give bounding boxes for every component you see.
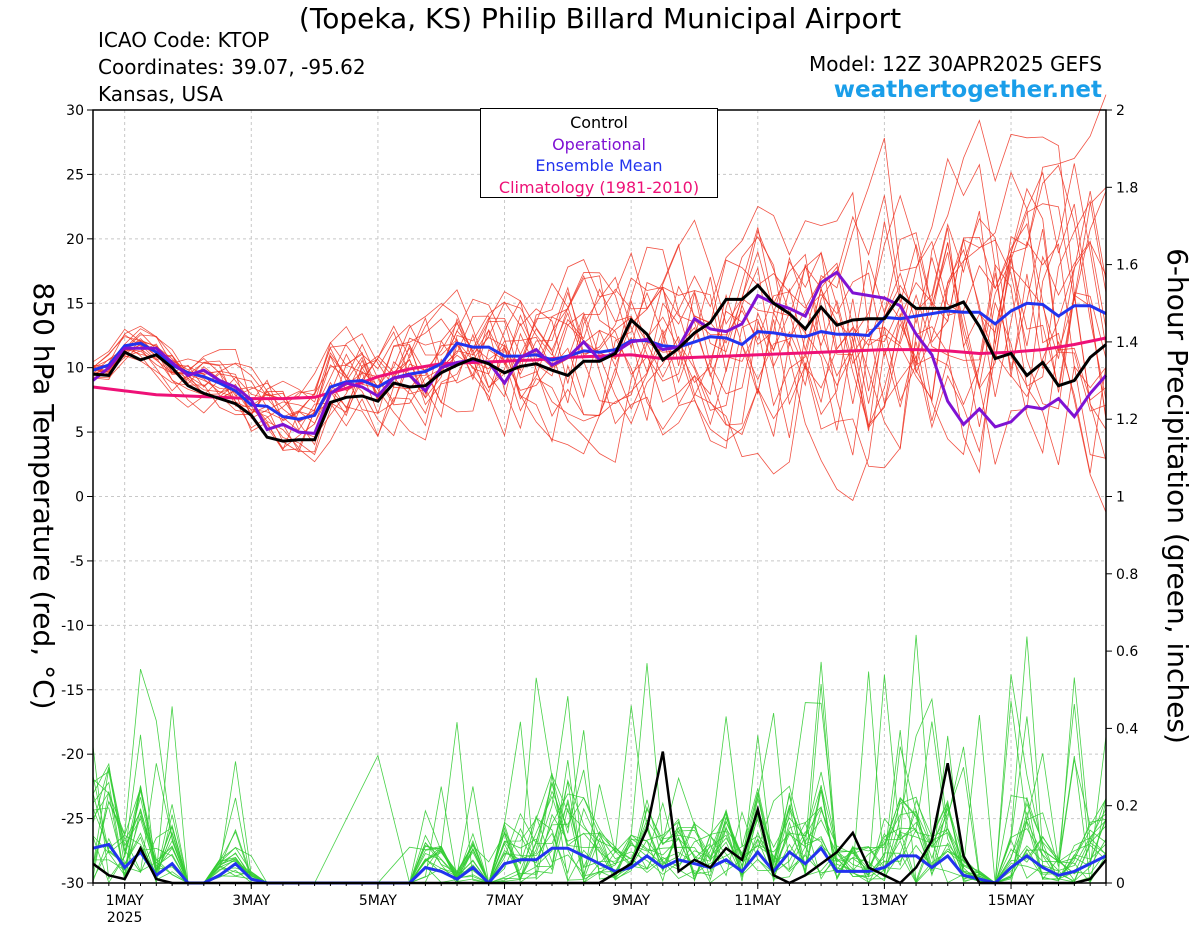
right-tick-label: 0.8 [1116,567,1138,583]
x-tick-label: 1MAY [106,893,144,909]
ensemble-temp-member [92,187,1107,422]
model-label: Model: 12Z 30APR2025 GEFS [809,52,1102,76]
left-tick-label: 10 [66,361,84,377]
right-tick-label: 1.2 [1116,412,1138,428]
left-tick-label: 25 [66,167,84,183]
ensemble-precip-member [92,663,1107,884]
ensemble-temp-member [92,191,1107,469]
ensemble-temp-member [92,222,1107,463]
region: Kansas, USA [98,82,223,106]
left-tick-label: 15 [66,296,84,312]
left-tick-label: -25 [61,812,84,828]
ensemble-precip-member [92,714,1107,884]
precip-ensemble-mean-line [92,842,1107,886]
ensemble-precip-member [92,634,1107,884]
right-tick-label: 0.6 [1116,644,1138,660]
left-tick-label: 20 [66,232,84,248]
ensemble-precip-member [92,636,1107,885]
ensemble-temp-member [92,163,1107,465]
right-tick-label: 1.6 [1116,258,1138,274]
legend: Control Operational Ensemble Mean Climat… [480,108,718,198]
right-tick-label: 0 [1116,876,1125,892]
x-tick-label: 9MAY [612,893,650,909]
right-axis-label: 6-hour Precipitation (green, inches) [1161,248,1194,744]
ensemble-temp-member [92,199,1107,502]
right-tick-label: 1.8 [1116,180,1138,196]
ensemble-temp-member [92,157,1107,426]
coordinates: Coordinates: 39.07, -95.62 [98,55,366,79]
x-tick-label: 7MAY [486,893,524,909]
legend-operational: Operational [552,134,646,154]
x-tick-label: 11MAY [734,893,781,909]
left-tick-label: -30 [61,876,84,892]
left-tick-label: -10 [61,618,84,634]
left-tick-label: 0 [75,490,84,506]
icao-code: ICAO Code: KTOP [98,28,270,52]
axes: -30-25-20-15-10-505101520253000.20.40.60… [61,103,1138,926]
left-tick-label: -5 [70,554,84,570]
legend-control: Control [570,113,628,132]
legend-ensemble-mean: Ensemble Mean [535,156,663,175]
x-tick-label: 3MAY [232,893,270,909]
legend-climatology: Climatology (1981-2010) [498,177,700,197]
x-tick-year: 2025 [107,910,143,926]
climatology-line [92,336,1107,401]
x-tick-label: 15MAY [988,893,1035,909]
right-tick-label: 1 [1116,490,1125,506]
right-tick-label: 0.2 [1116,799,1138,815]
left-axis-label: 850 hPa Temperature (red, °C) [27,282,60,709]
left-tick-label: -20 [61,747,84,763]
right-tick-label: 0.4 [1116,721,1138,737]
chart-title: (Topeka, KS) Philip Billard Municipal Ai… [298,2,902,35]
temp-control-line [92,283,1107,443]
ensemble-precip-lines [92,634,1107,885]
ensemble-temp-member [92,171,1107,449]
left-tick-label: 5 [75,425,84,441]
site-link[interactable]: weathertogether.net [833,77,1102,103]
left-tick-label: 30 [66,103,84,119]
grid-lines [93,110,1106,883]
x-tick-label: 5MAY [359,893,397,909]
right-tick-label: 2 [1116,103,1125,119]
ensemble-temp-member [92,187,1107,463]
ensemble-precip-member [92,700,1107,884]
right-tick-label: 1.4 [1116,335,1138,351]
ensemble-precip-member [92,677,1107,885]
ensemble-temp-member [92,171,1107,513]
temp-ensemble-mean-line [92,301,1107,421]
ensemble-temp-member [92,194,1107,438]
x-tick-label: 13MAY [861,893,908,909]
left-tick-label: -15 [61,683,84,699]
